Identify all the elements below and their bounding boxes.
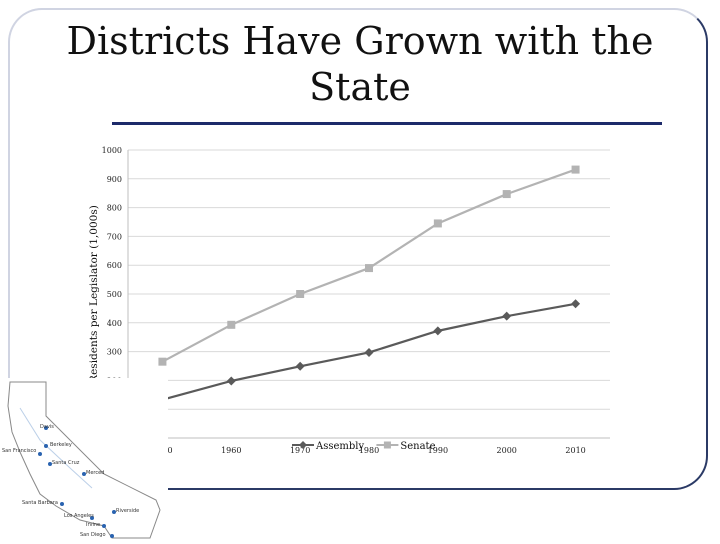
y-tick-label: 400 (107, 319, 122, 328)
x-axis-tick-labels: 1950196019701980199020002010 (152, 446, 586, 455)
data-point (502, 190, 511, 199)
x-tick-label: 1970 (290, 446, 310, 455)
map-city-label: Riverside (116, 508, 140, 514)
data-point (571, 165, 580, 174)
data-point (226, 376, 236, 386)
map-city-dot (60, 502, 64, 506)
y-tick-label: 1000 (102, 146, 122, 155)
chart-legend: Assembly Senate (292, 441, 436, 452)
series-assembly (157, 299, 581, 405)
data-point (158, 357, 167, 366)
data-point (295, 361, 305, 371)
map-city-label: Merced (86, 470, 105, 476)
x-tick-label: 2010 (565, 446, 585, 455)
map-city-label: Irvine (86, 522, 101, 528)
data-point (296, 290, 305, 298)
data-point (227, 320, 236, 329)
map-city-label: Berkeley (50, 442, 72, 448)
map-city-label: Santa Barbara (22, 500, 58, 506)
map-city-dot (82, 472, 86, 476)
map-city-label: Davis (40, 424, 54, 430)
slide-frame (8, 8, 708, 490)
chart-gridlines (127, 149, 610, 439)
y-tick-label: 300 (107, 348, 122, 357)
x-tick-label: 1980 (359, 446, 379, 455)
map-city-label: San Diego (80, 532, 106, 538)
legend-label: Assembly (315, 441, 364, 452)
map-city-dot (90, 516, 94, 520)
map-city-dot (44, 426, 48, 430)
y-tick-label: 500 (107, 290, 122, 299)
map-city-dot (38, 452, 42, 456)
california-map: Davis Berkeley San Francisco Santa Cruz Merc… (0, 378, 168, 540)
y-tick-label: 900 (107, 175, 122, 184)
map-city-dot (48, 462, 52, 466)
map-city-dot (110, 534, 114, 538)
data-point (502, 311, 512, 321)
title-underline (112, 122, 662, 125)
slide-title-line-2: State (309, 65, 411, 109)
slide-title: Districts Have Grown with the State (40, 18, 680, 110)
map-city-dot (102, 524, 106, 528)
y-tick-label: 600 (107, 261, 122, 270)
map-city-label: Santa Cruz (52, 460, 80, 466)
data-point (364, 347, 374, 357)
legend-swatch-marker (299, 441, 307, 449)
data-point (433, 326, 443, 336)
y-tick-label: 800 (107, 204, 122, 213)
y-axis-label: Residents per Legislator (1,000s) (88, 205, 100, 383)
chart-series (157, 165, 581, 405)
x-tick-label: 1960 (221, 446, 241, 455)
y-tick-label: 700 (107, 232, 122, 241)
series-senate (158, 165, 580, 366)
slide-title-line-1: Districts Have Grown with the (66, 19, 654, 63)
x-tick-label: 2000 (497, 446, 517, 455)
legend-swatch-marker (383, 441, 391, 449)
map-city-dot (112, 510, 116, 514)
legend-label: Senate (400, 441, 435, 452)
map-city-label: Los Angeles (64, 513, 94, 519)
data-point (365, 264, 373, 273)
x-tick-label: 1990 (428, 446, 448, 455)
data-point (433, 219, 442, 228)
map-city-label: San Francisco (2, 448, 37, 454)
map-city-dot (44, 444, 48, 448)
data-point (571, 299, 581, 309)
